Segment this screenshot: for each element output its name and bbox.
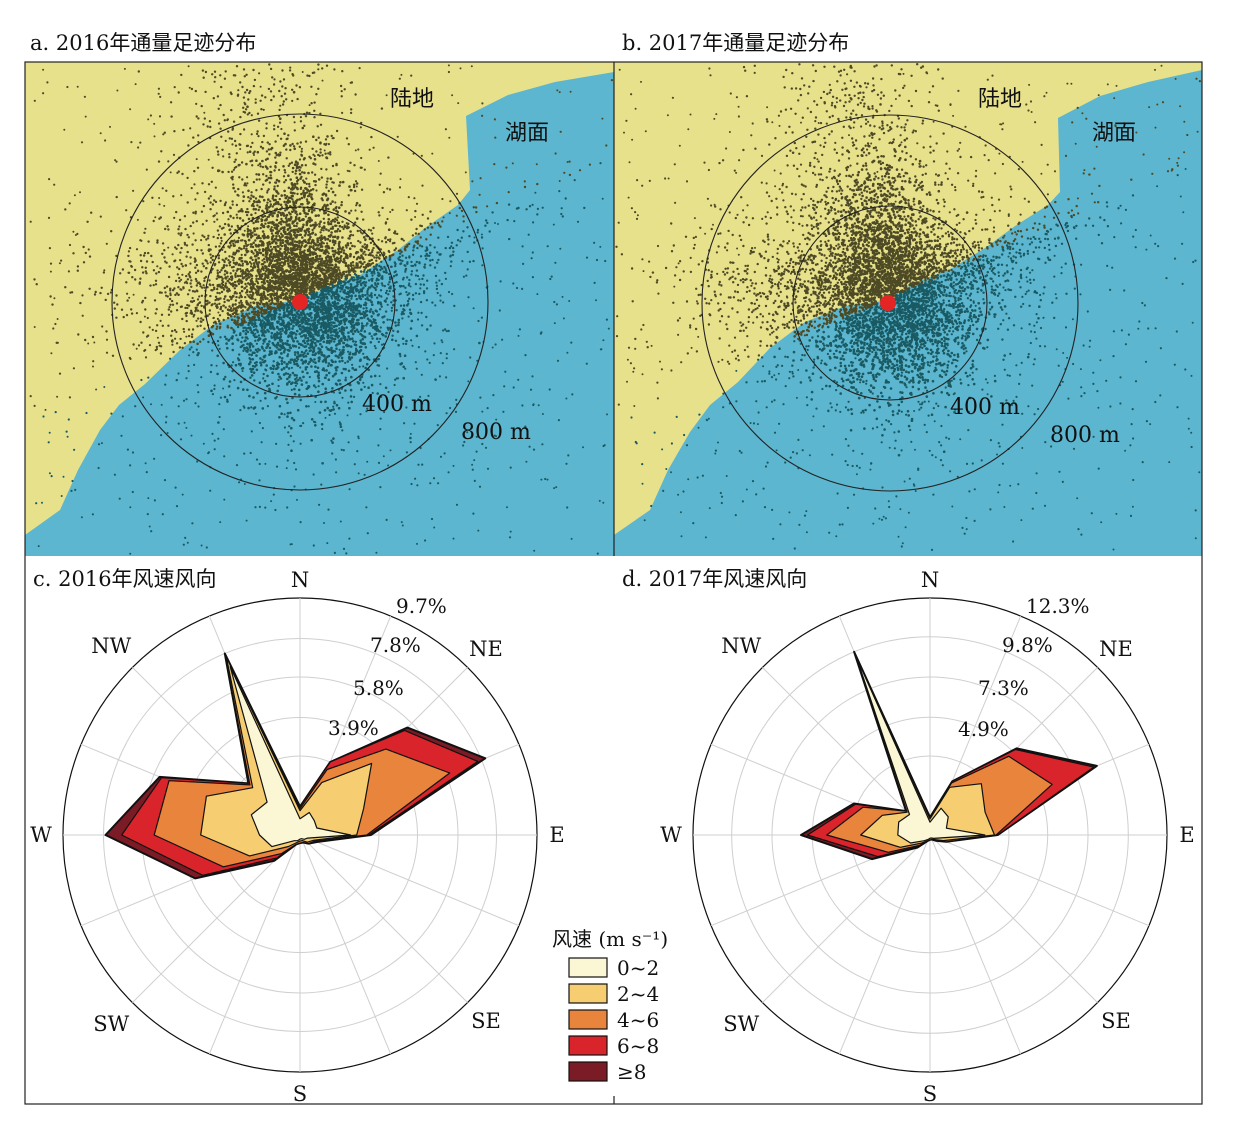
direction-label-ne: NE [469,637,503,661]
direction-label-n: N [921,568,939,592]
map-b-land [614,62,1202,535]
map-b-land-label: 陆地 [978,87,1022,112]
legend-swatch-3 [568,1035,608,1056]
direction-label-e: E [1179,823,1194,847]
rose-spoke [929,834,1098,1003]
direction-label-sw: SW [93,1012,129,1036]
map-a-ring-800-label: 800 m [461,420,531,445]
wind-rose-2016: N NE E SE S SW W NW 3.9% 5.8% 7.8% 9.7% [30,568,564,1106]
legend-label-1: 2~4 [617,982,659,1006]
direction-label-se: SE [471,1009,501,1033]
legend-label-2: 4~6 [617,1008,659,1032]
rose-c-ring-labels: 3.9% 5.8% 7.8% 9.7% [328,594,447,740]
rose-petal-0~2 [229,665,352,848]
direction-label-sw: SW [723,1012,759,1036]
direction-label-nw: NW [91,634,131,658]
map-b-ring-800-label: 800 m [1050,423,1120,448]
ring-label: 12.3% [1026,594,1090,618]
rose-c-petals [104,652,487,880]
legend-swatch-1 [568,983,608,1004]
ring-label: 7.3% [978,676,1029,700]
rose-c-grid [62,597,538,1073]
legend-label-4: ≥8 [617,1060,646,1084]
panel-d-title: d. 2017年风速风向 [622,567,807,591]
map-b-ring-400-label: 400 m [950,395,1020,420]
legend-swatch-0 [568,957,608,978]
legend-swatch-2 [568,1009,608,1030]
footprint-map-2017: 陆地 湖面 400 m 800 m [614,62,1202,556]
footprint-map-2016: 陆地 湖面 400 m 800 m [25,62,614,556]
panel-b-title: b. 2017年通量足迹分布 [622,31,849,55]
rose-spoke [299,834,468,1003]
ring-label: 5.8% [353,676,404,700]
rose-petal-0~2 [855,657,986,844]
panel-a-title: a. 2016年通量足迹分布 [30,31,256,55]
direction-label-s: S [923,1082,937,1106]
map-b-tower-marker [880,295,896,311]
ring-label: 4.9% [958,717,1009,741]
map-a-lake-label: 湖面 [505,121,549,146]
direction-label-w: W [660,823,682,847]
rose-spoke [762,834,931,1003]
speed-legend: 风速 (m s⁻¹) 0~22~44~66~8≥8 [552,927,668,1084]
map-a-tower-marker [292,294,308,310]
map-b-footprint-points [615,62,1201,552]
map-a-land-label: 陆地 [390,87,434,112]
legend-items: 0~22~44~66~8≥8 [568,956,659,1084]
legend-label-0: 0~2 [617,956,659,980]
rose-spoke [762,667,931,836]
direction-label-s: S [293,1082,307,1106]
map-b-ring-800 [701,114,1079,492]
rose-spoke [929,834,1150,927]
rose-d-ring-labels: 4.9% 7.3% 9.8% 12.3% [958,594,1090,741]
wind-rose-2017: N NE E SE S SW W NW 4.9% 7.3% 9.8% 12.3% [660,568,1194,1106]
rose-spoke [132,834,301,1003]
legend-title: 风速 (m s⁻¹) [552,927,668,951]
direction-label-w: W [30,823,52,847]
map-a-ring-400-label: 400 m [362,392,432,417]
direction-label-nw: NW [721,634,761,658]
rose-petal-2~4 [855,655,996,848]
direction-label-n: N [291,568,309,592]
ring-label: 7.8% [370,633,421,657]
map-b-lake-label: 湖面 [1092,121,1136,146]
ring-label: 3.9% [328,716,379,740]
ring-label: 9.7% [396,594,447,618]
map-b-ring-400 [792,205,988,401]
direction-label-e: E [549,823,564,847]
map-a-ring-400 [204,206,396,398]
map-a-ring-800 [111,113,489,491]
direction-label-se: SE [1101,1009,1131,1033]
rose-spoke [208,834,301,1055]
rose-spoke [838,834,931,1055]
rose-d-direction-labels: N NE E SE S SW W NW [660,568,1194,1106]
direction-label-ne: NE [1099,637,1133,661]
rose-spoke [299,834,520,927]
rose-spoke [929,834,1022,1055]
ring-label: 9.8% [1002,633,1053,657]
map-a-land [25,62,614,535]
rose-d-petals [800,650,1098,861]
rose-spoke [299,834,392,1055]
panel-c-title: c. 2016年风速风向 [33,567,217,591]
rose-c-direction-labels: N NE E SE S SW W NW [30,568,564,1106]
legend-label-3: 6~8 [617,1034,659,1058]
legend-swatch-4 [568,1061,608,1082]
map-a-footprint-points [29,63,614,555]
